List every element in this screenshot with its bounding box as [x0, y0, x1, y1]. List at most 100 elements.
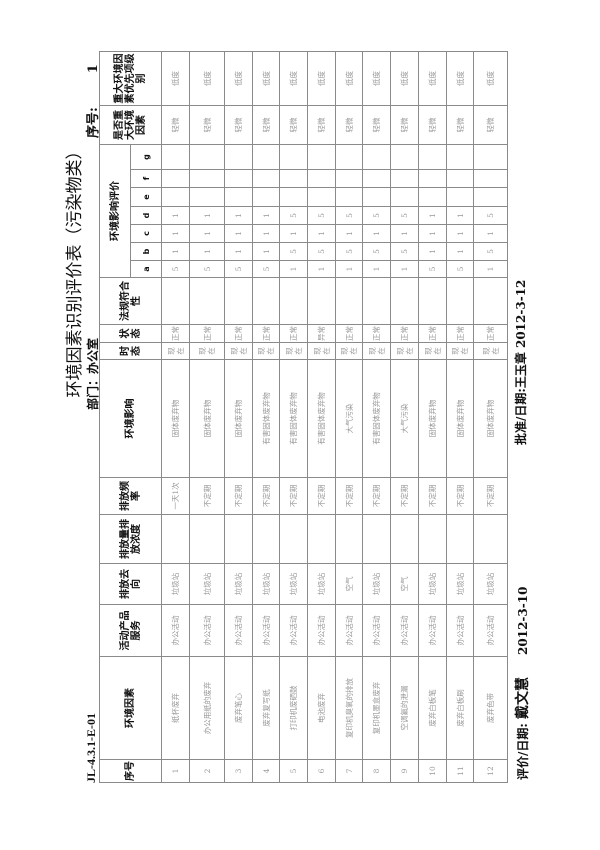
cell-score-f	[418, 169, 447, 188]
cell-score-b: 5	[362, 242, 391, 261]
cell-state: 正常	[362, 324, 391, 343]
cell-score-c: 1	[279, 224, 308, 243]
cell-priority: 低度	[224, 51, 253, 106]
cell-score-e	[307, 187, 336, 207]
cell-state: 正常	[446, 324, 474, 343]
cell-impact: 大气污染	[390, 359, 419, 478]
cell-factor: 复印机墨盒废弃	[362, 656, 391, 760]
header-no: 序号	[99, 759, 162, 783]
cell-compliance	[279, 277, 308, 325]
header-priority: 重大环境因素优先项级别	[99, 51, 162, 106]
cell-no: 9	[390, 759, 419, 783]
cell-score-g	[224, 144, 253, 170]
evaluator-label: 评价/日期:	[516, 723, 530, 780]
cell-score-c: 1	[473, 224, 508, 243]
header-letter-f: f	[130, 169, 162, 188]
table-row: 9 空调氟的泄漏 办公活动 空气 不定期 大气污染 现在 正常 1 5 1 5 轻微 低度	[390, 51, 419, 783]
cell-destination: 垃圾站	[279, 563, 308, 605]
cell-score-c: 1	[418, 224, 447, 243]
cell-score-f	[161, 169, 190, 188]
cell-amount	[279, 514, 308, 564]
cell-score-d: 1	[224, 206, 253, 225]
cell-impact: 固体废弃物	[446, 359, 474, 478]
cell-factor: 废弃白板笔	[418, 656, 447, 760]
cell-significant: 轻微	[362, 105, 391, 145]
cell-state: 正常	[390, 324, 419, 343]
cell-score-g	[446, 144, 474, 170]
evaluation-table: 序号 环境因素 活动产品服务 排放去向 排放量排放浓度 排放频率 环境影响 时态…	[99, 51, 508, 783]
cell-score-a: 5	[446, 260, 474, 278]
cell-state: 正常	[418, 324, 447, 343]
table-row: 7 复印机臭氧的排放 办公活动 空气 不定期 大气污染 现在 正常 1 5 1 5 轻微 低度	[335, 51, 363, 783]
cell-frequency: 不定期	[418, 477, 447, 515]
cell-no: 4	[252, 759, 280, 783]
cell-score-c: 1	[335, 224, 363, 243]
cell-compliance	[362, 277, 391, 325]
cell-no: 1	[161, 759, 190, 783]
cell-tense: 现在	[252, 342, 280, 360]
cell-compliance	[473, 277, 508, 325]
cell-priority: 低度	[252, 51, 280, 106]
cell-activity: 办公活动	[252, 604, 280, 657]
header-letter-d: d	[130, 206, 162, 225]
header-frequency: 排放频率	[99, 477, 162, 515]
cell-score-g	[189, 144, 225, 170]
header-activity: 活动产品服务	[99, 604, 162, 657]
cell-frequency: 不定期	[279, 477, 308, 515]
cell-score-b: 1	[446, 242, 474, 261]
cell-score-e	[335, 187, 363, 207]
table-row: 8 复印机墨盒废弃 办公活动 垃圾站 不定期 有害固体废弃物 现在 正常 1 5 1 5 轻微 低度	[362, 51, 391, 783]
cell-score-g	[473, 144, 508, 170]
cell-activity: 办公活动	[189, 604, 225, 657]
cell-score-e	[390, 187, 419, 207]
cell-score-e	[189, 187, 225, 207]
cell-score-b: 1	[224, 242, 253, 261]
cell-no: 11	[446, 759, 474, 783]
cell-factor: 纸杯废弃	[161, 656, 190, 760]
header-destination: 排放去向	[99, 563, 162, 605]
cell-destination: 垃圾站	[418, 563, 447, 605]
cell-score-b: 5	[390, 242, 419, 261]
cell-significant: 轻微	[307, 105, 336, 145]
cell-score-f	[252, 169, 280, 188]
cell-impact: 有害固体废弃物	[252, 359, 280, 478]
cell-priority: 低度	[307, 51, 336, 106]
cell-score-d: 5	[307, 206, 336, 225]
cell-amount	[252, 514, 280, 564]
cell-amount	[224, 514, 253, 564]
cell-score-a: 5	[161, 260, 190, 278]
cell-frequency: 不定期	[362, 477, 391, 515]
evaluator-signature: 评价/日期: 戴文慧 2012-3-10	[512, 587, 532, 780]
header-tense: 时态	[99, 342, 162, 360]
cell-tense: 现在	[279, 342, 308, 360]
cell-destination: 空气	[335, 563, 363, 605]
cell-frequency: 不定期	[390, 477, 419, 515]
cell-significant: 轻微	[335, 105, 363, 145]
cell-frequency: 不定期	[189, 477, 225, 515]
cell-no: 6	[307, 759, 336, 783]
cell-destination: 空气	[390, 563, 419, 605]
cell-score-b: 1	[418, 242, 447, 261]
cell-frequency: 不定期	[446, 477, 474, 515]
cell-tense: 现在	[189, 342, 225, 360]
cell-amount	[335, 514, 363, 564]
table-row: 5 打印机废硒鼓 办公活动 垃圾站 不定期 有害固体废弃物 现在 正常 1 5 1 5 轻微 低度	[279, 51, 308, 783]
cell-compliance	[224, 277, 253, 325]
cell-compliance	[390, 277, 419, 325]
cell-destination: 垃圾站	[307, 563, 336, 605]
header-evaluation: 环境影响评价	[99, 144, 131, 278]
cell-activity: 办公活动	[446, 604, 474, 657]
cell-no: 7	[335, 759, 363, 783]
cell-score-b: 1	[252, 242, 280, 261]
table-row: 6 电池废弃 办公活动 垃圾站 不定期 有害固体废弃物 现在 异常 1 5 1 5 轻微 低度	[307, 51, 336, 783]
cell-impact: 大气污染	[335, 359, 363, 478]
cell-no: 3	[224, 759, 253, 783]
cell-priority: 低度	[335, 51, 363, 106]
cell-impact: 有害固体废弃物	[362, 359, 391, 478]
cell-score-a: 5	[189, 260, 225, 278]
cell-state: 正常	[473, 324, 508, 343]
cell-significant: 轻微	[161, 105, 190, 145]
cell-impact: 有害固体废弃物	[279, 359, 308, 478]
cell-activity: 办公活动	[473, 604, 508, 657]
cell-priority: 低度	[161, 51, 190, 106]
